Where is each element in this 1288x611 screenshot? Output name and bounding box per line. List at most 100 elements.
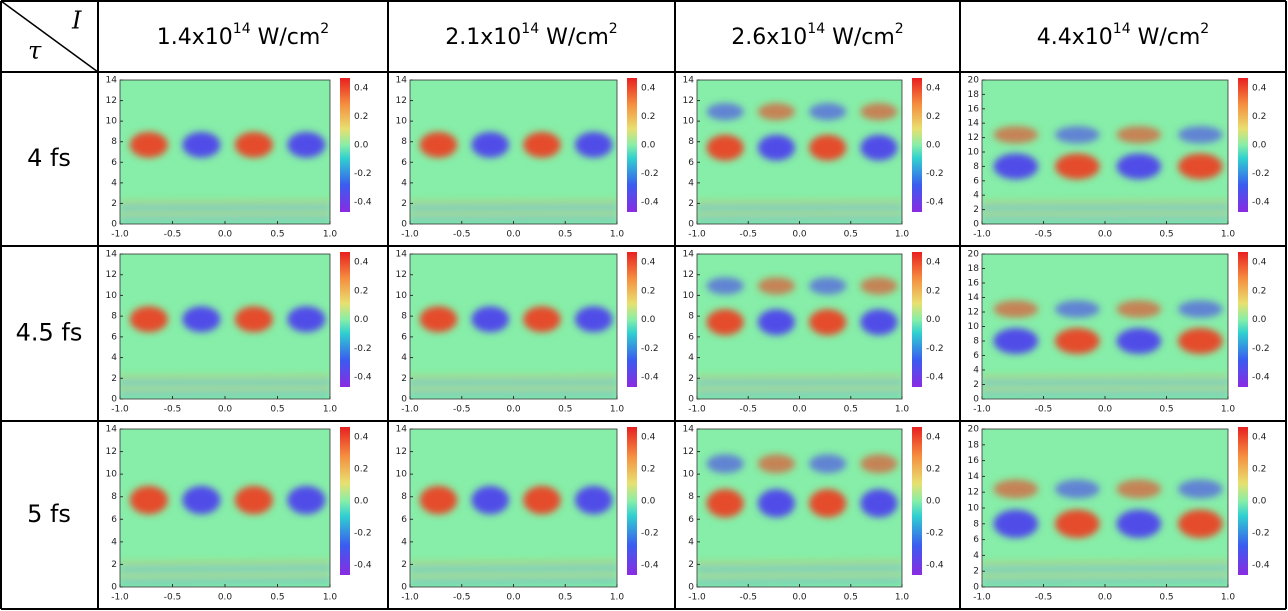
y-tick-label: 18 <box>968 90 980 100</box>
blob <box>129 131 168 158</box>
panel: 0 2 4 6 8 10 12 14 16 18 20 -1.0 -0.5 0.0 0.5 1.0 0.4 0.2… <box>968 76 1270 240</box>
colorbar-label: -0.2 <box>641 344 659 354</box>
blob <box>182 485 221 515</box>
y-tick-label: 8 <box>111 312 117 322</box>
blob <box>1054 153 1100 180</box>
y-tick-label: 20 <box>968 250 980 260</box>
x-tick-label: -1.0 <box>401 593 419 603</box>
y-tick-label: 8 <box>401 137 407 147</box>
heatmap-blobs <box>120 131 330 221</box>
x-tick-label: 0.0 <box>218 405 233 415</box>
y-tick-label: 10 <box>106 470 118 480</box>
colorbar-label: 0.4 <box>354 258 369 268</box>
colorbar-label: -0.2 <box>926 169 944 179</box>
header-unit-exp: 2 <box>320 21 329 37</box>
x-tick-label: -0.5 <box>164 405 182 415</box>
y-tick-label: 4 <box>973 551 979 561</box>
blob <box>1054 509 1100 539</box>
blob <box>523 485 561 515</box>
colorbar-label: 0.0 <box>926 141 941 151</box>
colorbar-label: -0.4 <box>926 198 944 208</box>
heatmap-blobs <box>410 131 617 221</box>
colorbar-label: -0.4 <box>354 198 372 208</box>
blob <box>129 306 168 333</box>
row-label: 4.5 fs <box>16 319 83 347</box>
blob <box>993 479 1039 499</box>
stripe <box>697 206 902 210</box>
x-tick-label: 0.5 <box>1159 230 1173 240</box>
y-tick-label: 10 <box>683 291 695 301</box>
blob <box>757 134 796 161</box>
y-tick-label: 14 <box>106 250 118 260</box>
column-header: 2.6x1014 W/cm2 <box>731 21 903 50</box>
y-tick-label: 10 <box>396 470 408 480</box>
x-tick-label: -0.5 <box>453 405 471 415</box>
y-tick-label: 14 <box>968 472 980 482</box>
stripe <box>410 579 617 584</box>
colorbar-label: -0.4 <box>1252 373 1270 383</box>
y-tick-label: 8 <box>401 312 407 322</box>
y-tick-label: 0 <box>111 220 117 230</box>
y-tick-label: 12 <box>106 96 117 106</box>
blob <box>757 454 796 474</box>
colorbar-label: -0.4 <box>641 561 659 571</box>
y-tick-label: 2 <box>401 374 407 384</box>
y-tick-label: 8 <box>688 492 694 502</box>
blob <box>757 103 796 121</box>
y-tick-label: 14 <box>968 119 980 129</box>
panel: 0 2 4 6 8 10 12 14 -1.0 -0.5 0.0 0.5 1.0 0.4 0.2 0.0 -0.… <box>106 76 372 240</box>
col-symbol: I <box>71 7 82 35</box>
colorbar <box>340 78 350 212</box>
stripe <box>697 218 902 221</box>
corner-diagonal <box>0 0 99 73</box>
y-tick-label: 4 <box>973 366 979 376</box>
colorbar <box>340 427 350 575</box>
stripe <box>697 392 902 396</box>
colorbar-label: 0.4 <box>641 84 656 94</box>
y-tick-label: 6 <box>111 158 117 168</box>
y-tick-label: 0 <box>688 583 694 593</box>
y-tick-label: 18 <box>968 440 980 450</box>
x-tick-label: -1.0 <box>688 593 706 603</box>
stripe <box>410 387 617 390</box>
y-tick-label: 0 <box>401 583 407 593</box>
stripe <box>120 573 330 577</box>
stripe <box>120 381 330 385</box>
x-tick-label: -1.0 <box>111 230 129 240</box>
colorbar-label: -0.2 <box>641 529 659 539</box>
x-tick-label: -1.0 <box>973 593 991 603</box>
colorbar-label: 0.4 <box>354 84 369 94</box>
stripe <box>120 218 330 221</box>
panel: 0 2 4 6 8 10 12 14 16 18 20 -1.0 -0.5 0.0 0.5 1.0 0.4 0.2… <box>968 250 1270 415</box>
colorbar-label: -0.4 <box>354 373 372 383</box>
colorbar-label: 0.2 <box>641 465 655 475</box>
header-unit: W/cm <box>825 25 895 50</box>
stripe <box>982 206 1228 210</box>
x-tick-label: 0.5 <box>844 593 858 603</box>
stripe <box>410 212 617 215</box>
y-tick-label: 10 <box>968 504 980 514</box>
heatmap-blobs <box>410 485 617 584</box>
stripe <box>697 381 902 385</box>
blob <box>706 103 744 121</box>
y-tick-label: 14 <box>106 425 118 435</box>
x-tick-label: 1.0 <box>323 230 338 240</box>
y-tick-label: 4 <box>688 353 694 363</box>
colorbar-label: -0.2 <box>354 344 372 354</box>
y-tick-label: 0 <box>111 583 117 593</box>
y-tick-label: 10 <box>968 322 980 332</box>
y-tick-label: 18 <box>968 264 980 274</box>
y-tick-label: 6 <box>401 332 407 342</box>
y-tick-label: 14 <box>683 425 695 435</box>
colorbar <box>627 427 637 575</box>
y-tick-label: 10 <box>968 148 980 158</box>
column-header: 1.4x1014 W/cm2 <box>157 21 329 50</box>
panel: 0 2 4 6 8 10 12 14 16 18 20 -1.0 -0.5 0.0 0.5 1.0 0.4 0.2… <box>968 425 1270 603</box>
colorbar-label: 0.2 <box>926 286 940 296</box>
x-tick-label: 0.5 <box>270 593 284 603</box>
stripe <box>410 392 617 396</box>
x-tick-label: -0.5 <box>164 593 182 603</box>
stripe <box>697 200 902 204</box>
colorbar-label: 0.4 <box>641 258 656 268</box>
